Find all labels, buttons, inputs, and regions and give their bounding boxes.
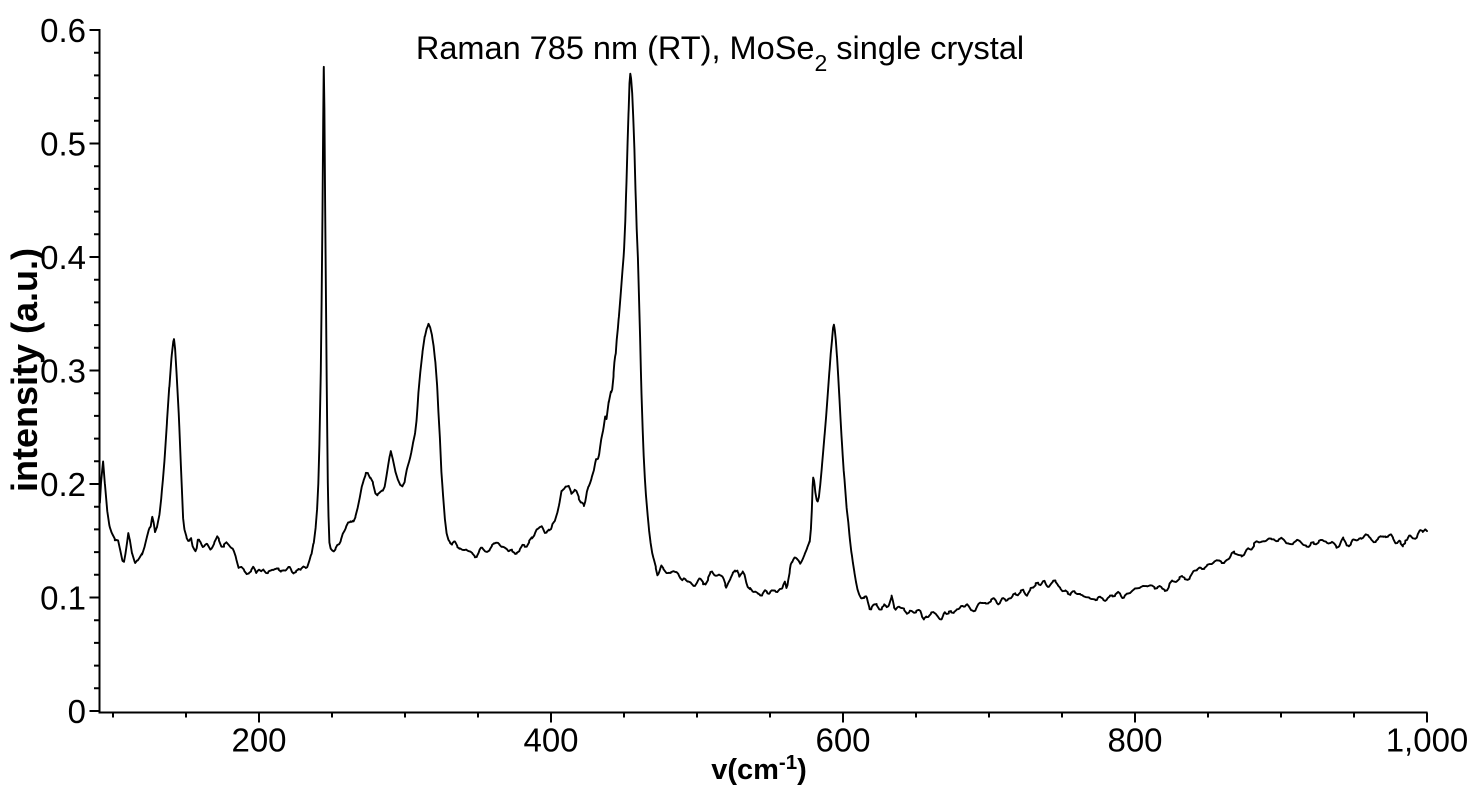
svg-text:0.4: 0.4 <box>40 239 86 276</box>
svg-text:0.5: 0.5 <box>40 126 86 163</box>
svg-text:intensity (a.u.): intensity (a.u.) <box>4 248 45 492</box>
svg-text:0.3: 0.3 <box>40 353 86 390</box>
svg-text:1,000: 1,000 <box>1386 722 1469 759</box>
svg-text:600: 600 <box>815 722 870 759</box>
svg-text:0.2: 0.2 <box>40 466 86 503</box>
svg-text:800: 800 <box>1107 722 1162 759</box>
svg-text:400: 400 <box>523 722 578 759</box>
svg-text:0.6: 0.6 <box>40 12 86 49</box>
svg-text:0: 0 <box>68 693 86 730</box>
svg-text:0.1: 0.1 <box>40 580 86 617</box>
svg-text:v(cm-1): v(cm-1) <box>711 751 807 786</box>
svg-text:200: 200 <box>231 722 286 759</box>
